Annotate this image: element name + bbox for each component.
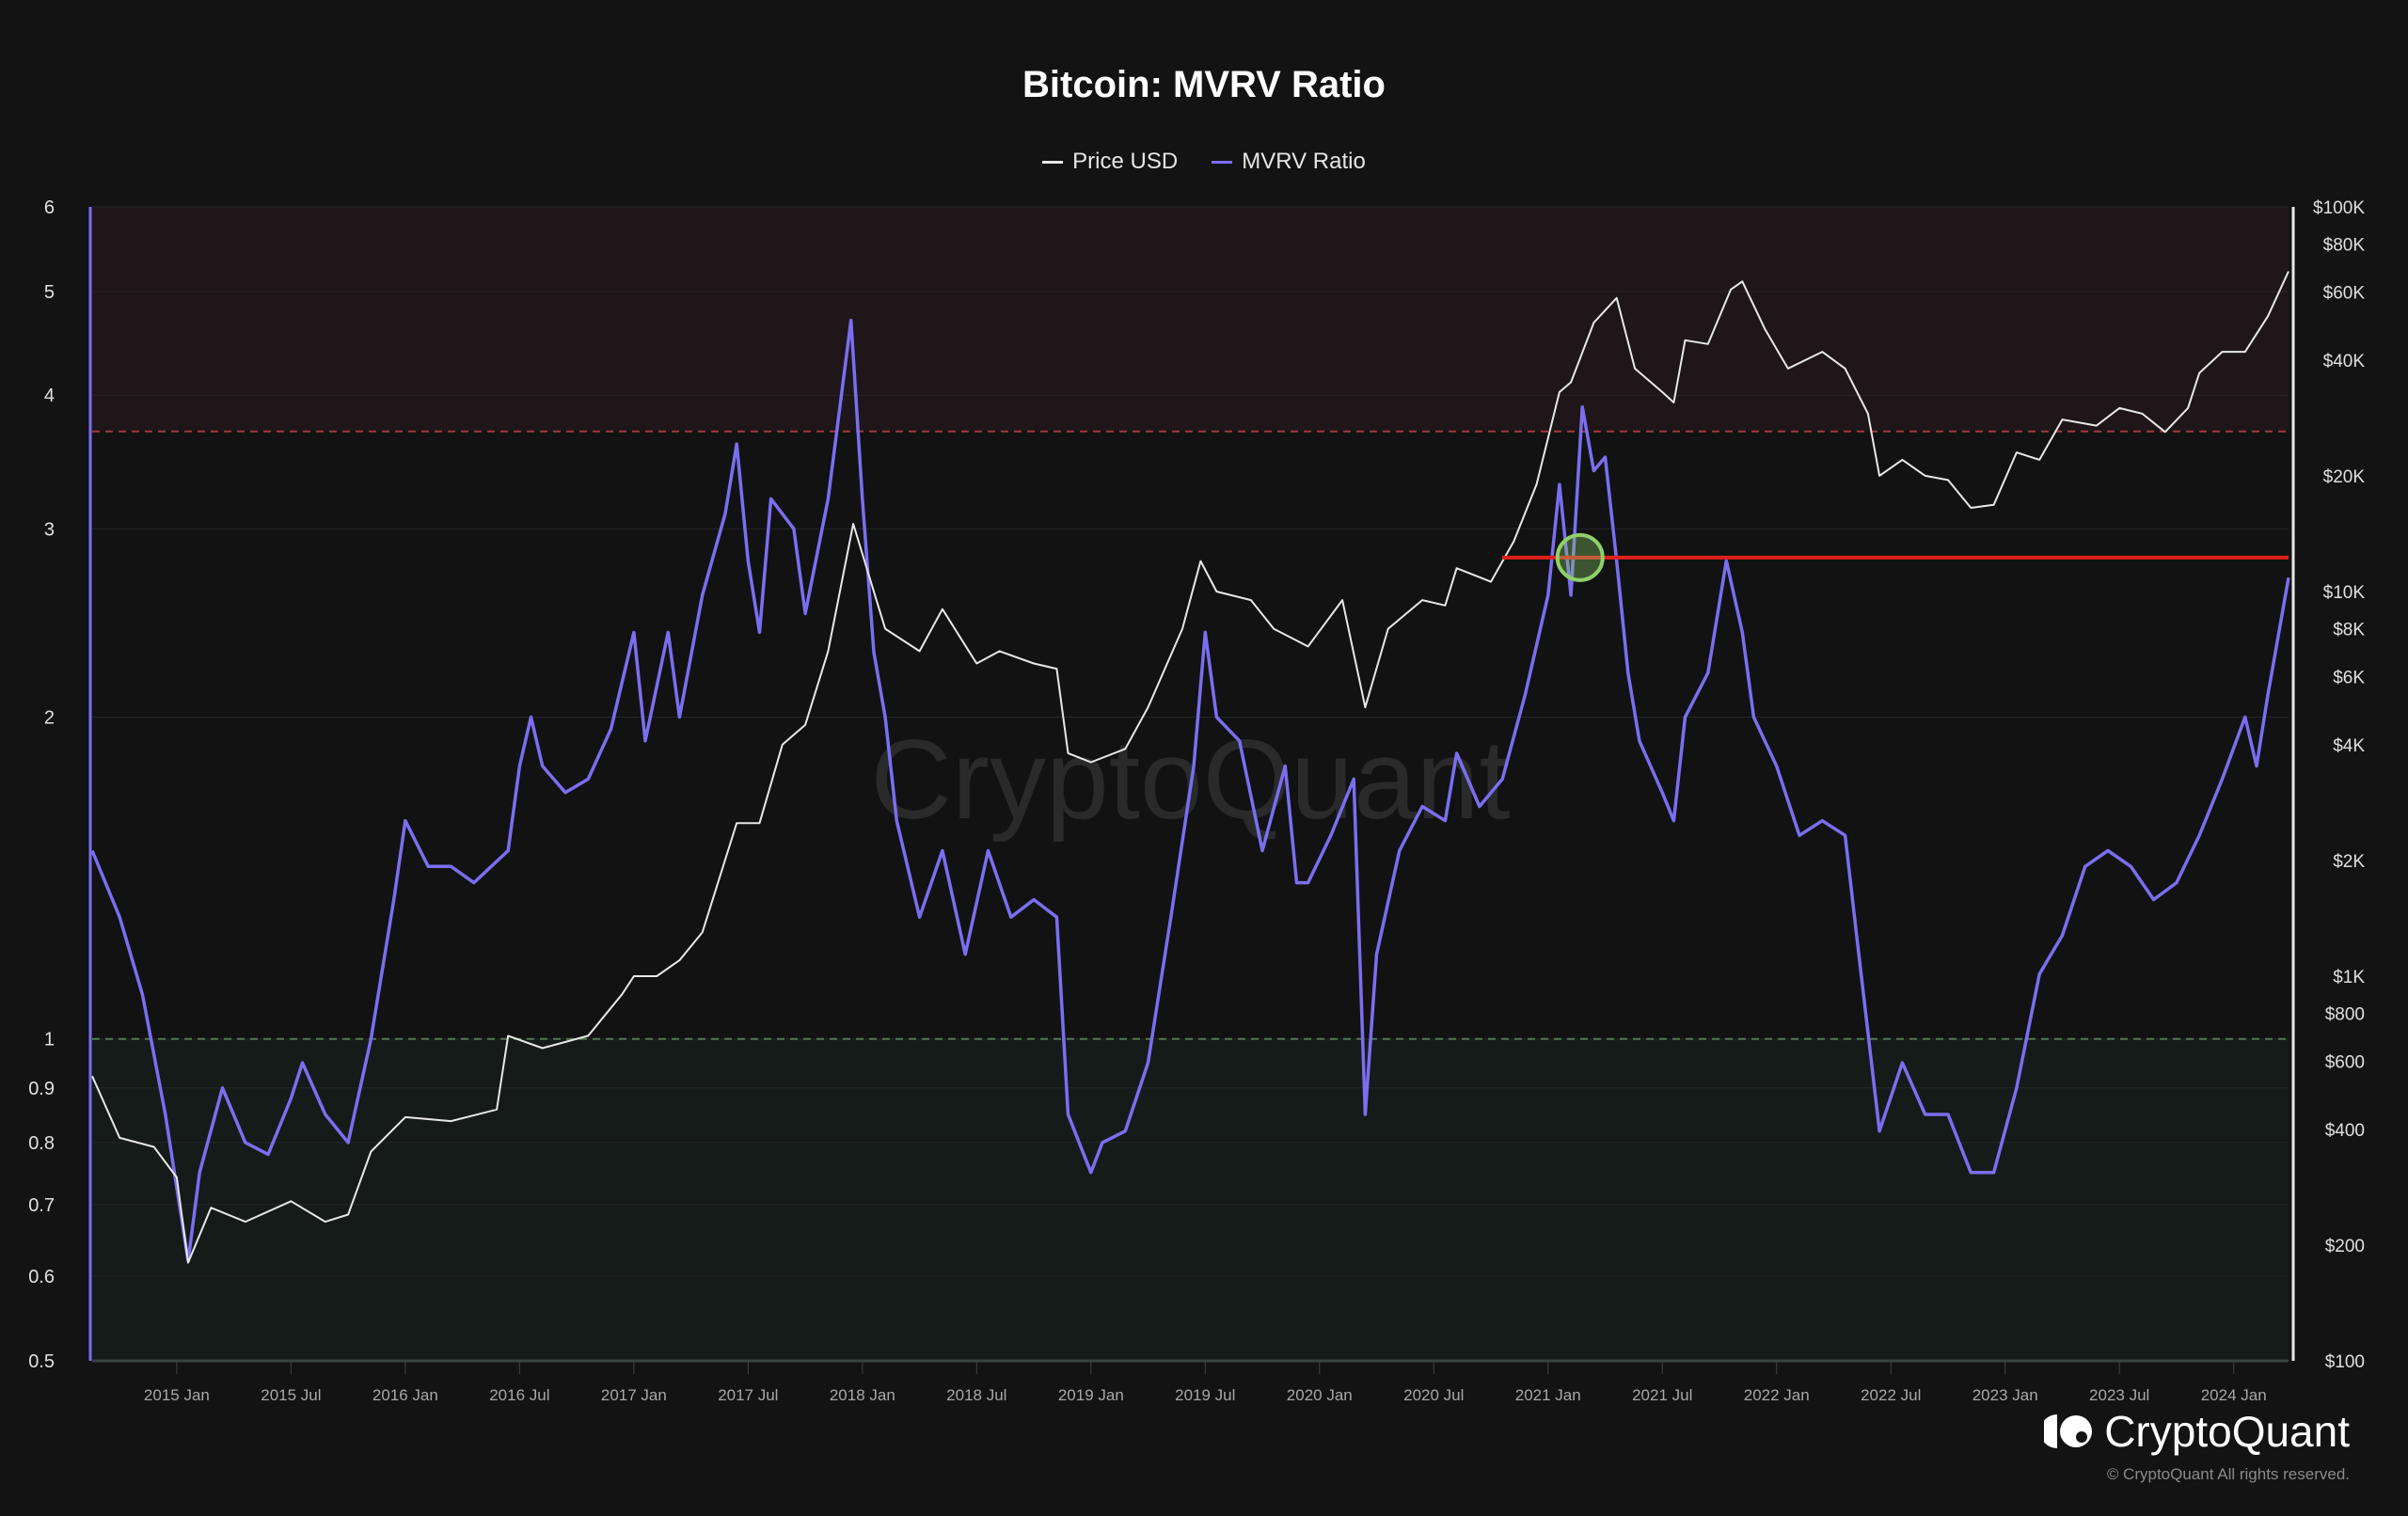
y-right-tick-label: $8K [2333, 621, 2365, 640]
x-tick-label: 2018 Jan [830, 1386, 895, 1404]
highlight-circle [1555, 532, 1605, 582]
legend-item-mvrv[interactable]: MVRV Ratio [1212, 149, 1366, 175]
x-tick-label: 2020 Jan [1287, 1386, 1353, 1404]
x-tick-label: 2021 Jan [1515, 1386, 1581, 1404]
overvalued-zone [92, 207, 2289, 432]
y-left-tick-label: 0.6 [28, 1267, 55, 1287]
series-line-mvrv [90, 318, 2290, 1263]
x-tick-label: 2022 Jan [1744, 1386, 1810, 1404]
y-left-tick-label: 0.5 [28, 1351, 55, 1372]
y-left-tick-label: 2 [44, 707, 55, 728]
y-right-tick-label: $800 [2325, 1005, 2365, 1025]
y-right-tick-label: $60K [2323, 284, 2366, 304]
y-right-tick-label: $200 [2325, 1237, 2365, 1256]
x-tick-label: 2018 Jul [946, 1386, 1006, 1404]
x-tick-label: 2015 Jul [261, 1386, 321, 1404]
y-right-tick-label: $400 [2325, 1121, 2365, 1141]
x-tick-label: 2023 Jan [1972, 1386, 2038, 1404]
brand-logo: CryptoQuant [2044, 1406, 2350, 1457]
x-tick-label: 2020 Jul [1403, 1386, 1464, 1404]
y-right-tick-label: $40K [2323, 352, 2366, 371]
legend-swatch-price [1042, 160, 1064, 164]
y-right-tick-label: $6K [2333, 669, 2365, 688]
x-tick-label: 2015 Jan [144, 1386, 210, 1404]
y-right-tick-label: $2K [2333, 852, 2365, 872]
x-tick-label: 2023 Jul [2089, 1386, 2149, 1404]
y-left-tick-label: 0.8 [28, 1133, 55, 1154]
y-right-tick-label: $4K [2333, 736, 2365, 756]
y-right-tick-label: $100K [2313, 198, 2365, 218]
copyright: © CryptoQuant All rights reserved. [2106, 1465, 2350, 1483]
legend-label-price: Price USD [1072, 149, 1179, 174]
y-left-tick-label: 0.7 [28, 1195, 55, 1216]
legend-item-price[interactable]: Price USD [1042, 149, 1178, 175]
y-left-tick-label: 5 [44, 282, 55, 303]
x-tick-label: 2021 Jul [1632, 1386, 1692, 1404]
y-left-tick-label: 1 [44, 1030, 55, 1050]
undervalued-zone [92, 1038, 2289, 1361]
y-left-tick-label: 3 [44, 519, 55, 540]
legend-swatch-mvrv [1212, 160, 1233, 164]
y-left-tick-label: 6 [44, 197, 55, 218]
x-tick-label: 2016 Jan [372, 1386, 438, 1404]
legend-label-mvrv: MVRV Ratio [1242, 149, 1366, 174]
x-tick-label: 2017 Jul [718, 1386, 778, 1404]
y-right-tick-label: $100 [2325, 1352, 2365, 1372]
y-right-tick-label: $10K [2323, 583, 2366, 603]
chart-title: Bitcoin: MVRV Ratio [1022, 64, 1386, 105]
x-tick-label: 2022 Jul [1861, 1386, 1921, 1404]
cryptoquant-logo-icon [2044, 1414, 2093, 1448]
y-left-tick-label: 4 [44, 386, 55, 406]
x-tick-label: 2017 Jan [601, 1386, 667, 1404]
y-right-tick-label: $20K [2323, 467, 2366, 487]
y-left-tick-label: 0.9 [28, 1079, 55, 1099]
y-right-tick-label: $1K [2333, 968, 2365, 987]
x-tick-label: 2016 Jul [489, 1386, 549, 1404]
brand-name: CryptoQuant [2104, 1407, 2350, 1456]
y-right-tick-label: $600 [2325, 1053, 2365, 1073]
series-line-price [91, 271, 2289, 1264]
x-tick-label: 2019 Jan [1058, 1386, 1124, 1404]
x-tick-label: 2019 Jul [1175, 1386, 1235, 1404]
x-tick-label: 2024 Jan [2201, 1386, 2267, 1404]
legend: Price USD MVRV Ratio [0, 149, 2408, 175]
y-right-tick-label: $80K [2323, 236, 2366, 256]
